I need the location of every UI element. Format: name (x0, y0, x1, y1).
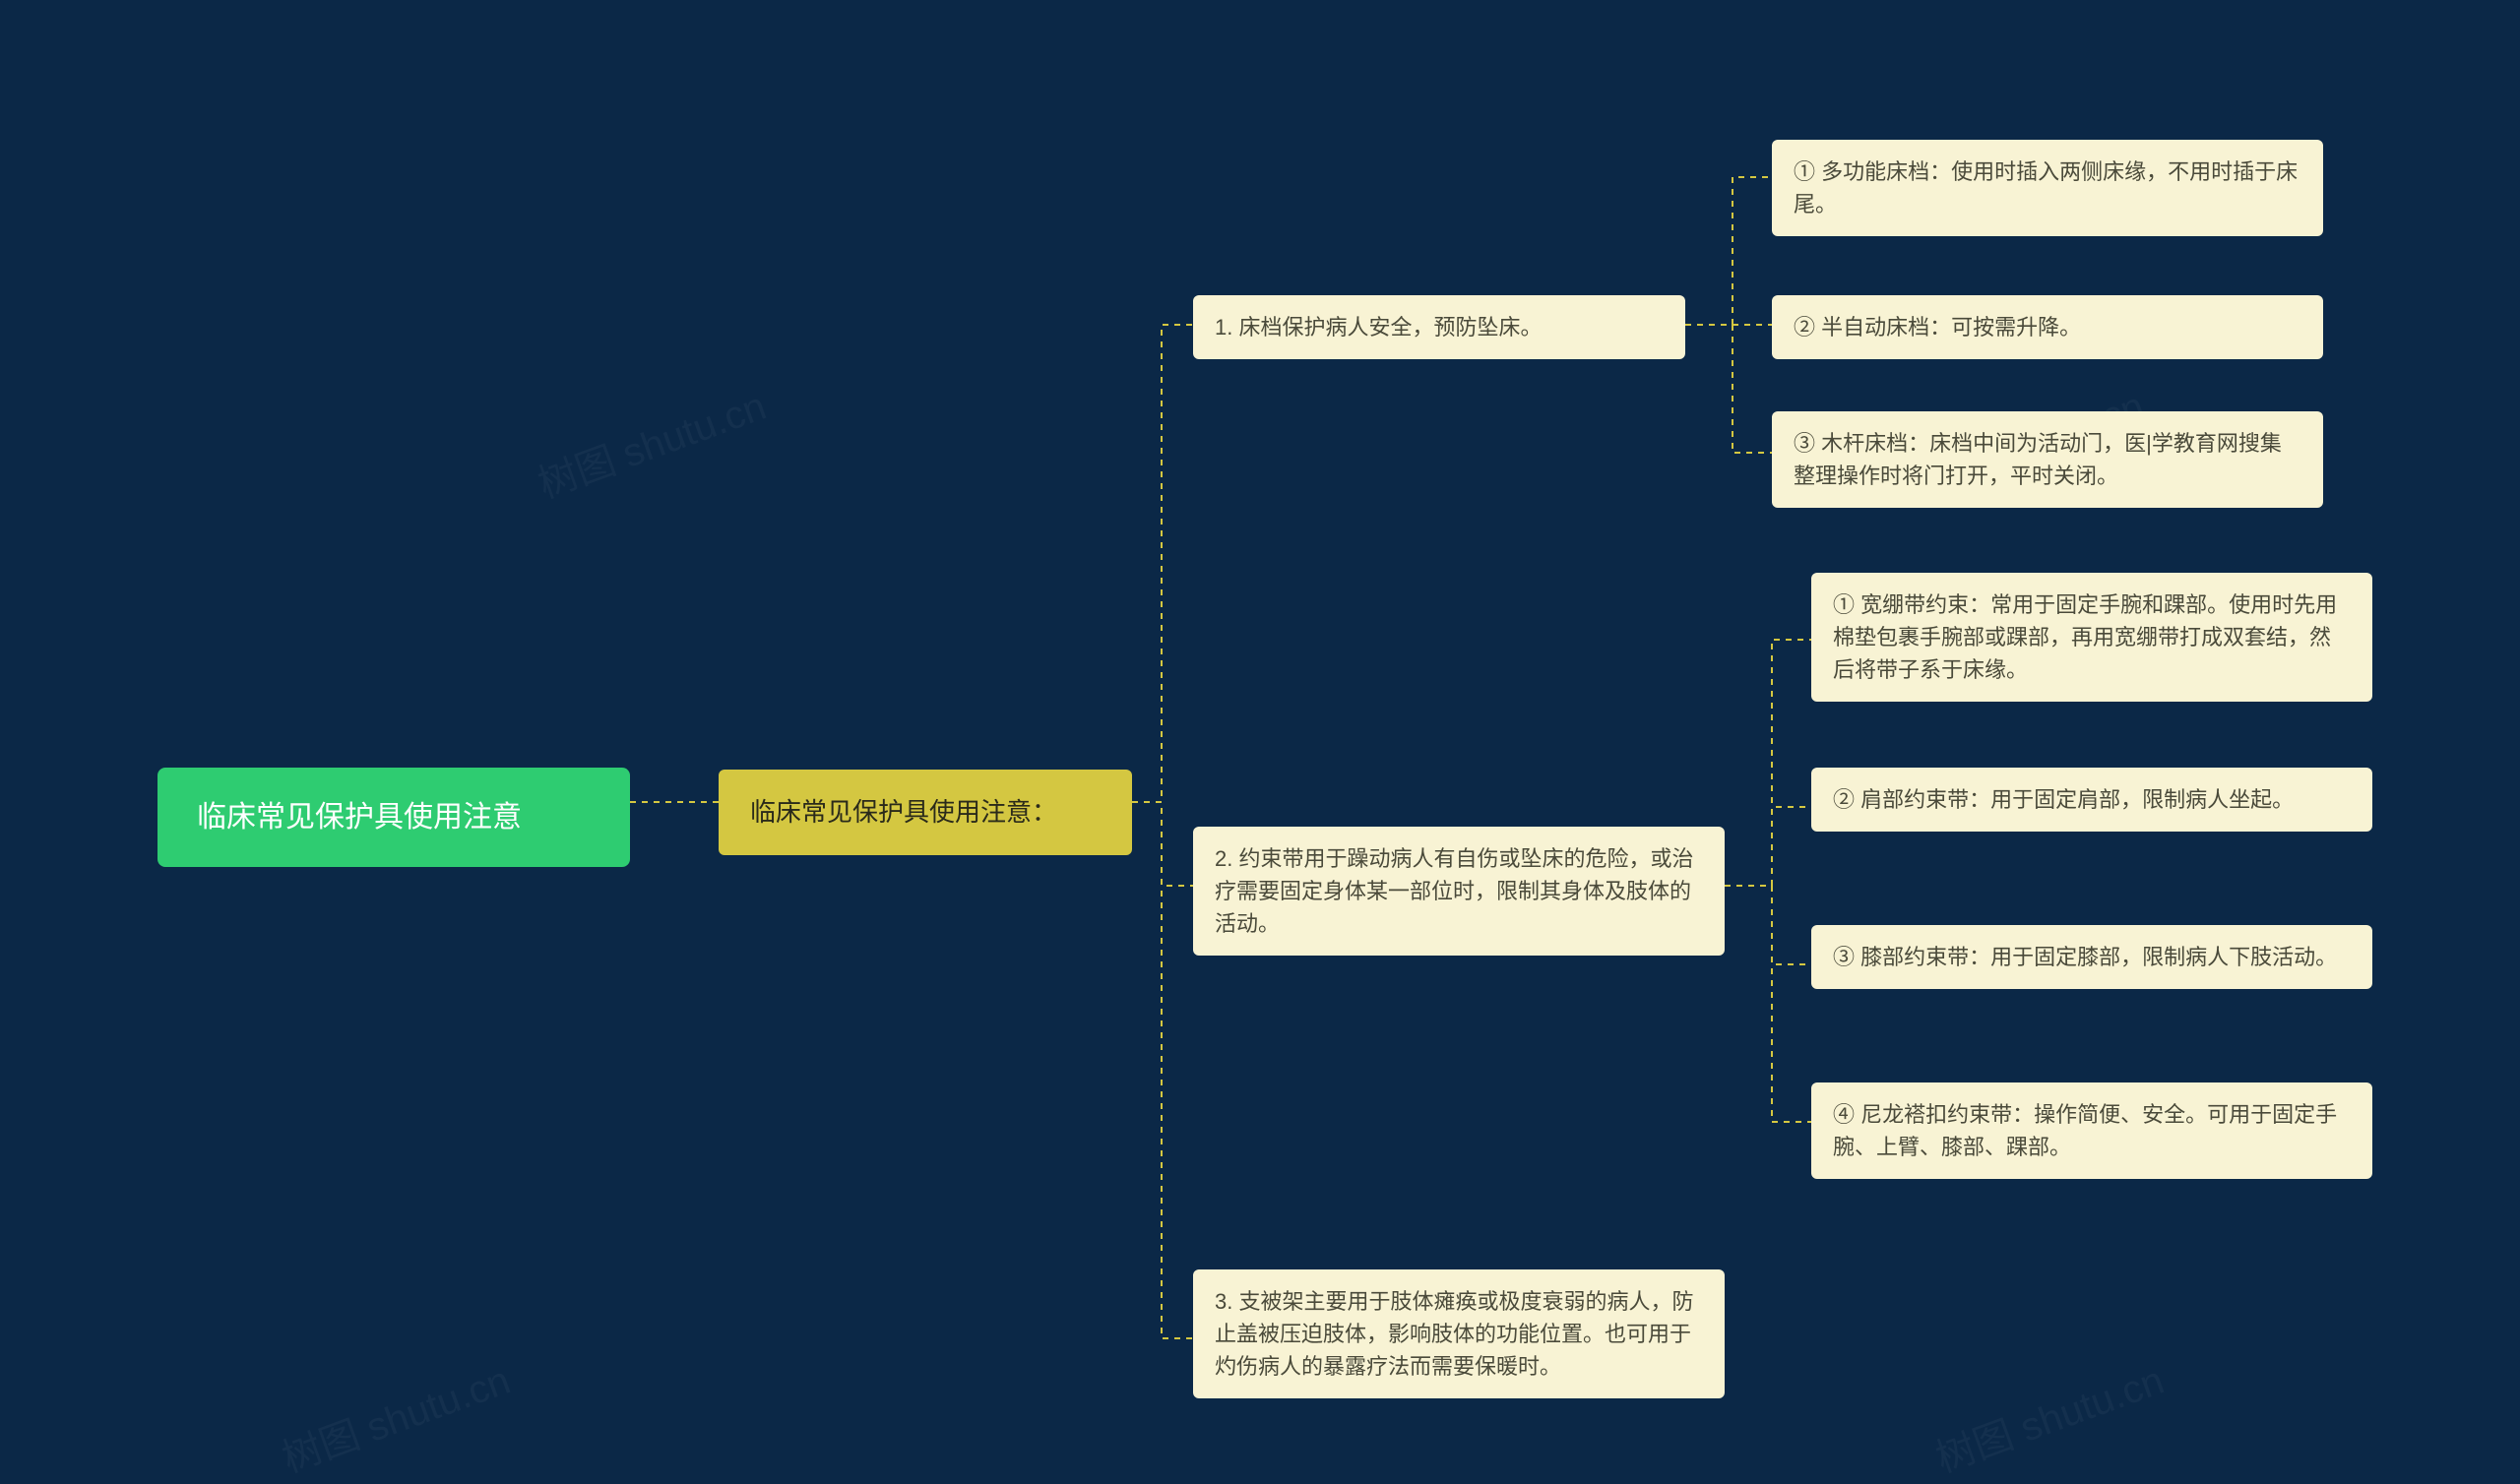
l3-node[interactable]: ③ 木杆床档：床档中间为活动门，医|学教育网搜集整理操作时将门打开，平时关闭。 (1772, 411, 2323, 508)
l2-label: 3. 支被架主要用于肢体瘫痪或极度衰弱的病人，防止盖被压迫肢体，影响肢体的功能位… (1215, 1289, 1693, 1379)
l3-label: ④ 尼龙褡扣约束带：操作简便、安全。可用于固定手腕、上臂、膝部、踝部。 (1833, 1102, 2337, 1159)
l2-node-bedcradle[interactable]: 3. 支被架主要用于肢体瘫痪或极度衰弱的病人，防止盖被压迫肢体，影响肢体的功能位… (1193, 1269, 1725, 1398)
l3-label: ② 肩部约束带：用于固定肩部，限制病人坐起。 (1833, 787, 2294, 812)
l3-node[interactable]: ① 宽绷带约束：常用于固定手腕和踝部。使用时先用棉垫包裹手腕部或踝部，再用宽绷带… (1811, 573, 2372, 702)
l3-node[interactable]: ① 多功能床档：使用时插入两侧床缘，不用时插于床尾。 (1772, 140, 2323, 236)
l3-label: ② 半自动床档：可按需升降。 (1794, 315, 2081, 340)
edge-l1-l2a (1132, 325, 1193, 802)
edge-l2b-c2 (1725, 807, 1811, 886)
watermark: 树图 shutu.cn (529, 374, 773, 509)
l3-node[interactable]: ② 肩部约束带：用于固定肩部，限制病人坐起。 (1811, 768, 2372, 832)
l3-node[interactable]: ④ 尼龙褡扣约束带：操作简便、安全。可用于固定手腕、上臂、膝部、踝部。 (1811, 1082, 2372, 1179)
l2-node-bedrails[interactable]: 1. 床档保护病人安全，预防坠床。 (1193, 295, 1685, 359)
edge-l1-l2c (1132, 802, 1193, 1338)
l2-node-restraints[interactable]: 2. 约束带用于躁动病人有自伤或坠床的危险，或治疗需要固定身体某一部位时，限制其… (1193, 827, 1725, 956)
l1-node[interactable]: 临床常见保护具使用注意： (719, 770, 1132, 855)
l3-label: ① 宽绷带约束：常用于固定手腕和踝部。使用时先用棉垫包裹手腕部或踝部，再用宽绷带… (1833, 592, 2337, 682)
edge-l2a-c1 (1685, 177, 1772, 325)
l3-label: ③ 木杆床档：床档中间为活动门，医|学教育网搜集整理操作时将门打开，平时关闭。 (1794, 431, 2282, 488)
edge-l2b-c4 (1725, 886, 1811, 1122)
watermark: 树图 shutu.cn (273, 1348, 517, 1483)
l2-label: 2. 约束带用于躁动病人有自伤或坠床的危险，或治疗需要固定身体某一部位时，限制其… (1215, 846, 1693, 936)
edge-l2b-c3 (1725, 886, 1811, 964)
l3-label: ③ 膝部约束带：用于固定膝部，限制病人下肢活动。 (1833, 945, 2337, 969)
l3-node[interactable]: ③ 膝部约束带：用于固定膝部，限制病人下肢活动。 (1811, 925, 2372, 989)
l1-label: 临床常见保护具使用注意： (750, 797, 1057, 827)
edge-l2b-c1 (1725, 640, 1811, 886)
l3-label: ① 多功能床档：使用时插入两侧床缘，不用时插于床尾。 (1794, 159, 2298, 216)
watermark: 树图 shutu.cn (1926, 1348, 2171, 1483)
l2-label: 1. 床档保护病人安全，预防坠床。 (1215, 315, 1542, 340)
root-node[interactable]: 临床常见保护具使用注意 (158, 768, 630, 867)
edge-l2a-c3 (1685, 325, 1772, 453)
l3-node[interactable]: ② 半自动床档：可按需升降。 (1772, 295, 2323, 359)
edge-l1-l2b (1132, 802, 1193, 886)
root-label: 临床常见保护具使用注意 (197, 801, 522, 834)
